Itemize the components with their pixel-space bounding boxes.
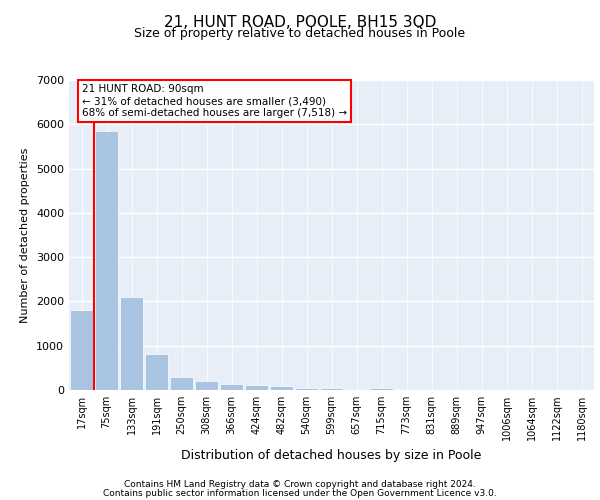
- Bar: [120, 297, 143, 390]
- Bar: [70, 310, 93, 390]
- Text: Size of property relative to detached houses in Poole: Size of property relative to detached ho…: [134, 28, 466, 40]
- Bar: [370, 388, 393, 390]
- Bar: [220, 384, 243, 390]
- Bar: [95, 131, 118, 390]
- Bar: [195, 382, 218, 390]
- Bar: [170, 376, 193, 390]
- Bar: [270, 386, 293, 390]
- X-axis label: Distribution of detached houses by size in Poole: Distribution of detached houses by size …: [181, 448, 482, 462]
- Text: 21 HUNT ROAD: 90sqm
← 31% of detached houses are smaller (3,490)
68% of semi-det: 21 HUNT ROAD: 90sqm ← 31% of detached ho…: [82, 84, 347, 117]
- Bar: [145, 354, 168, 390]
- Y-axis label: Number of detached properties: Number of detached properties: [20, 148, 31, 322]
- Text: Contains public sector information licensed under the Open Government Licence v3: Contains public sector information licen…: [103, 488, 497, 498]
- Bar: [320, 388, 343, 390]
- Text: 21, HUNT ROAD, POOLE, BH15 3QD: 21, HUNT ROAD, POOLE, BH15 3QD: [164, 15, 436, 30]
- Bar: [295, 388, 318, 390]
- Bar: [245, 386, 268, 390]
- Text: Contains HM Land Registry data © Crown copyright and database right 2024.: Contains HM Land Registry data © Crown c…: [124, 480, 476, 489]
